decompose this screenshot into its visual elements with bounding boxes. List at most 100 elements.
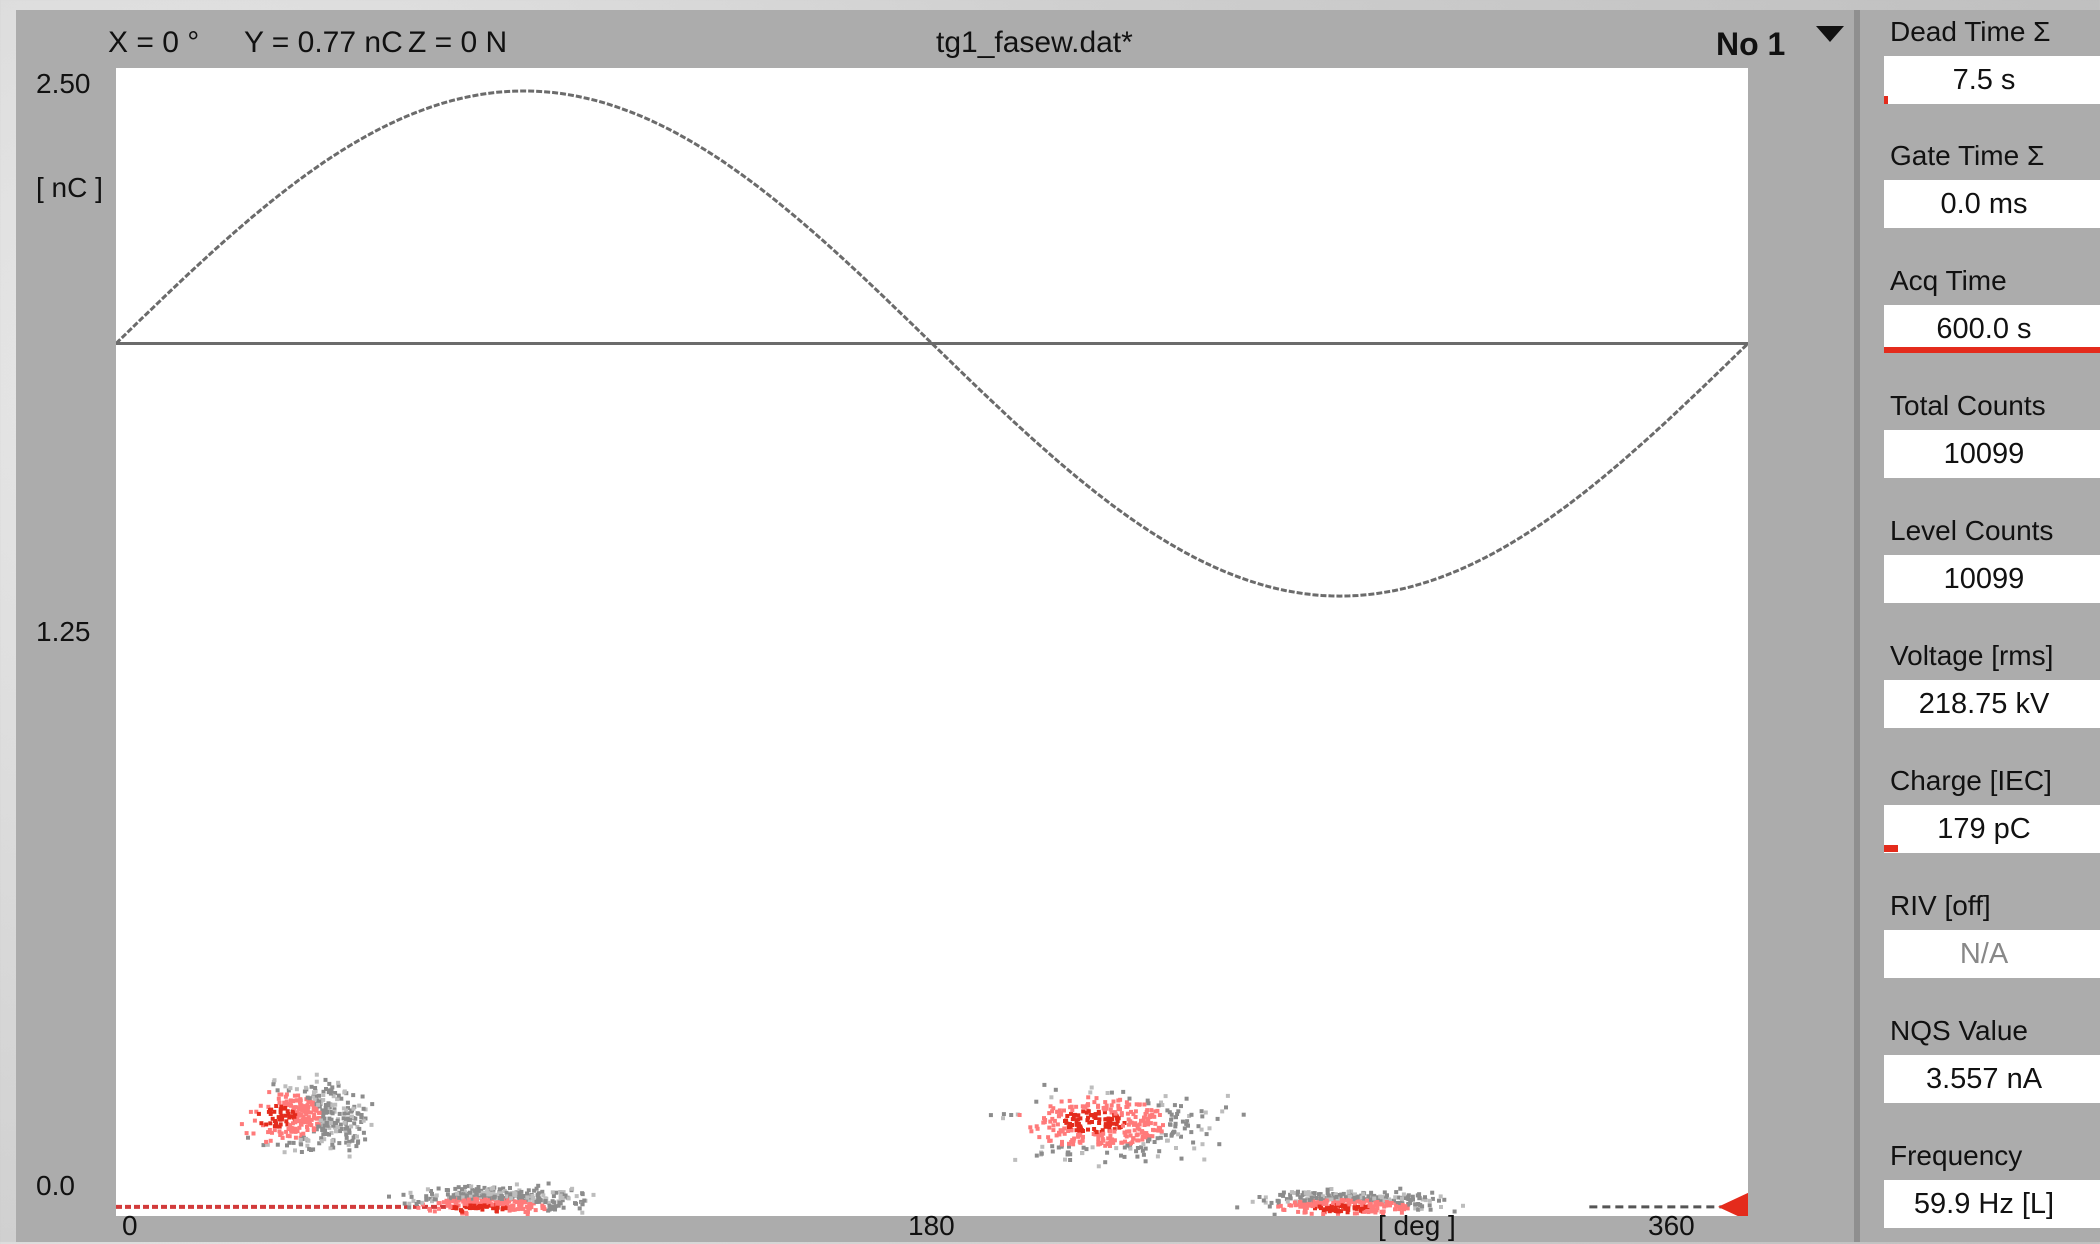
pd-point [525, 1213, 530, 1216]
pd-point [580, 1210, 585, 1215]
metric-riv: RIV [off] N/A [1866, 884, 2100, 994]
pd-point [1430, 1196, 1435, 1201]
pd-point [246, 1135, 250, 1140]
pd-point [1338, 1195, 1343, 1200]
pd-point [1125, 1111, 1130, 1116]
pd-point [347, 1148, 352, 1153]
pd-point [1282, 1208, 1287, 1212]
pd-point [466, 1184, 471, 1189]
pd-point [1059, 1112, 1064, 1117]
pd-point [1165, 1138, 1170, 1143]
pd-point [349, 1124, 354, 1129]
pd-point [1400, 1203, 1405, 1207]
pd-point [1085, 1118, 1090, 1123]
pd-point [337, 1141, 342, 1146]
pd-point [1169, 1133, 1174, 1138]
pd-point [335, 1097, 340, 1102]
pd-point [1302, 1198, 1307, 1203]
pd-point [1307, 1203, 1312, 1208]
pd-point [1168, 1122, 1173, 1127]
pd-point [1081, 1104, 1086, 1109]
pd-point [1051, 1106, 1056, 1111]
pd-point [1427, 1203, 1432, 1208]
pd-point [1203, 1110, 1208, 1115]
metric-label: Voltage [rms] [1890, 640, 2054, 671]
pd-point [456, 1203, 461, 1208]
pd-point [532, 1199, 537, 1204]
pd-point [519, 1201, 524, 1206]
pd-point [1349, 1189, 1354, 1194]
pd-point [580, 1191, 585, 1196]
pd-point [1382, 1204, 1387, 1209]
pd-point [1361, 1192, 1366, 1197]
pd-point [1172, 1103, 1177, 1108]
pd-point [503, 1206, 508, 1211]
pd-point [1064, 1120, 1069, 1125]
pd-point [305, 1128, 310, 1132]
pd-point [1406, 1197, 1411, 1201]
chevron-down-icon[interactable] [1816, 26, 1844, 42]
pd-point [1076, 1113, 1081, 1118]
pd-point [531, 1201, 536, 1206]
pd-point [1420, 1197, 1425, 1202]
pd-point [291, 1140, 296, 1145]
pd-point [1062, 1108, 1066, 1113]
pd-point [357, 1126, 362, 1131]
pd-point [370, 1102, 375, 1107]
pd-point [532, 1188, 537, 1193]
pd-point [264, 1139, 269, 1144]
pd-point [1090, 1120, 1094, 1124]
pd-point [1088, 1113, 1093, 1118]
pd-point [311, 1147, 316, 1152]
pd-point [335, 1125, 339, 1130]
pd-point [1074, 1122, 1079, 1127]
pd-point [347, 1127, 352, 1132]
pd-point [474, 1192, 479, 1197]
pd-point [1336, 1209, 1341, 1214]
pd-point [321, 1111, 326, 1116]
pd-point [314, 1072, 319, 1077]
pd-point [1352, 1205, 1357, 1210]
pd-point [1159, 1129, 1164, 1134]
pd-point [476, 1185, 481, 1189]
pd-point [290, 1109, 295, 1114]
pd-point [1013, 1157, 1018, 1162]
pd-point [557, 1200, 562, 1205]
pd-point [1215, 1116, 1220, 1121]
pd-point [1376, 1195, 1380, 1200]
pd-point [360, 1094, 365, 1099]
pd-point [284, 1129, 289, 1134]
pd-point [268, 1112, 273, 1116]
pd-point [1056, 1145, 1061, 1150]
pd-point [316, 1121, 321, 1126]
pd-point [346, 1106, 350, 1111]
pd-point [513, 1193, 518, 1197]
pd-point [1108, 1144, 1112, 1148]
pd-point [480, 1207, 485, 1212]
pd-point [359, 1113, 364, 1117]
pd-point [299, 1122, 304, 1127]
prpd-plot[interactable] [116, 68, 1748, 1216]
pd-point [1307, 1198, 1312, 1203]
pd-point [303, 1085, 308, 1090]
pd-point [314, 1079, 319, 1084]
pd-point [284, 1099, 289, 1104]
pd-point [519, 1199, 524, 1204]
pd-point [1338, 1193, 1343, 1197]
pd-point [1394, 1204, 1399, 1209]
pd-point [330, 1142, 335, 1147]
pd-point [292, 1093, 297, 1098]
prpd-plot-svg [116, 89, 1748, 1216]
x-readout: X = 0 ° [108, 26, 200, 59]
pd-point [1139, 1145, 1144, 1150]
pd-point [1369, 1209, 1374, 1214]
pd-point [1278, 1192, 1283, 1197]
pd-point [437, 1206, 441, 1211]
pd-point [1122, 1154, 1127, 1159]
pd-point [314, 1116, 319, 1121]
pd-point [346, 1142, 351, 1147]
pd-point [299, 1104, 304, 1109]
pd-point [1395, 1201, 1400, 1205]
pd-point [1305, 1196, 1310, 1201]
channel-dropdown[interactable]: No 1 [1716, 26, 1786, 62]
